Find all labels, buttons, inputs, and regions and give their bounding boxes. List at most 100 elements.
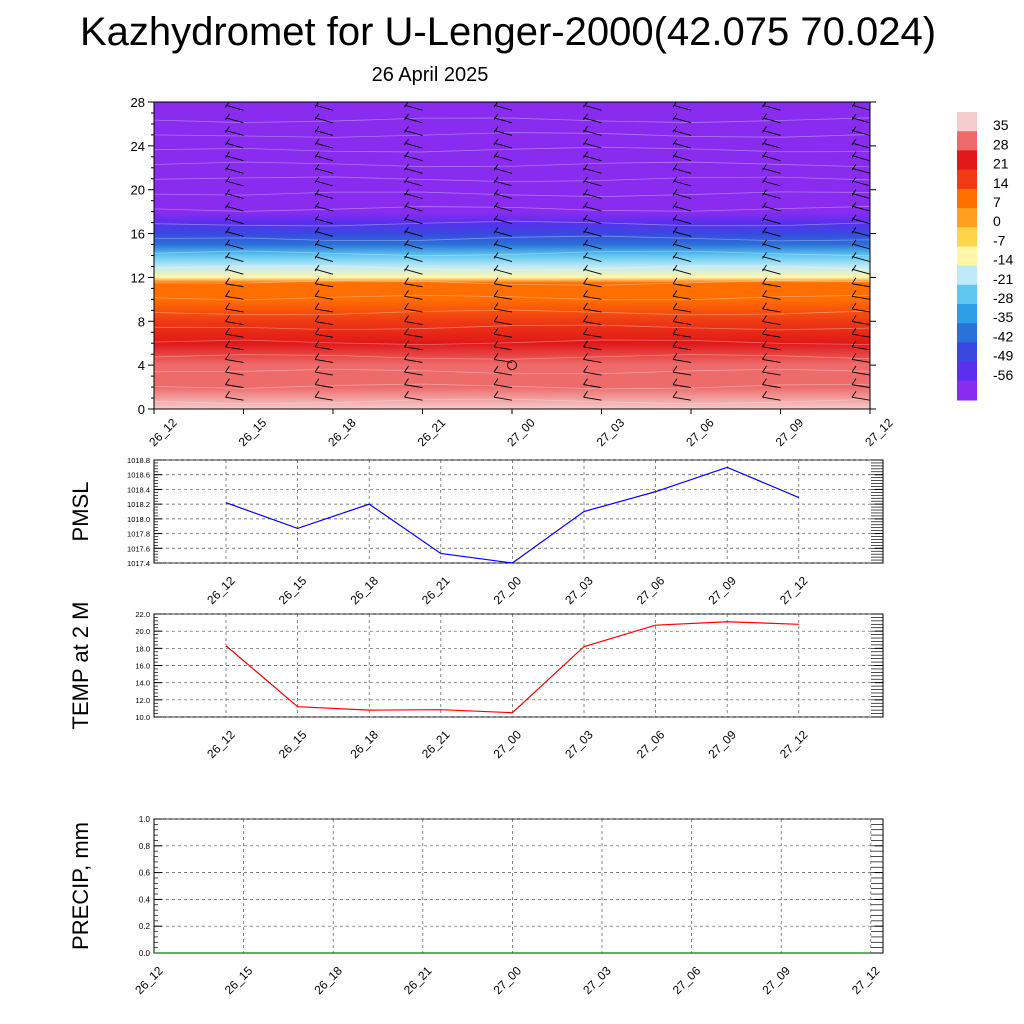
wind-barb xyxy=(851,193,870,199)
wind-barb xyxy=(404,243,423,250)
wind-barb-flag xyxy=(314,264,320,272)
x-tick-label: 27_12 xyxy=(862,415,896,449)
colorbar-label: 35 xyxy=(993,117,1009,133)
wind-barb-flag xyxy=(225,365,230,373)
y-tick-label: 0.6 xyxy=(139,869,151,878)
wind-barb xyxy=(583,256,602,262)
wind-barb-flag xyxy=(762,113,767,121)
wind-barb xyxy=(851,295,870,300)
wind-barb xyxy=(851,167,870,174)
wind-barb xyxy=(762,295,781,300)
wind-barb xyxy=(762,104,781,111)
wind-barb xyxy=(314,268,334,275)
wind-barb xyxy=(672,256,692,262)
wind-barb xyxy=(404,104,423,111)
wind-barb xyxy=(851,396,870,401)
wind-barb-flag xyxy=(672,164,678,171)
wind-barb-flag xyxy=(493,315,499,322)
wind-barb xyxy=(851,142,870,149)
contour-line xyxy=(154,146,870,153)
wind-barb-flag xyxy=(493,252,499,259)
y-tick-label: 10.0 xyxy=(135,713,150,722)
wind-barb xyxy=(851,205,870,212)
wind-barb-flag xyxy=(404,302,409,310)
wind-barb-flag xyxy=(493,151,499,158)
wind-barbs xyxy=(136,102,870,401)
contour-line xyxy=(154,368,870,375)
wind-barb xyxy=(314,117,334,124)
wind-barb xyxy=(493,180,513,187)
wind-barb xyxy=(225,333,244,338)
wind-barb-flag xyxy=(493,113,499,121)
wind-barb-flag xyxy=(762,151,767,158)
wind-barb xyxy=(583,283,602,288)
contour-line xyxy=(154,132,870,138)
contour-line xyxy=(154,206,870,212)
wind-barb xyxy=(225,268,244,275)
wind-barb xyxy=(762,180,781,187)
wind-barb xyxy=(583,193,602,199)
wind-barb xyxy=(314,295,334,300)
wind-barb-flag xyxy=(851,189,857,196)
wind-barb xyxy=(404,218,423,225)
colorbar-label: -49 xyxy=(993,348,1013,364)
wind-barb-flag xyxy=(851,264,857,272)
wind-barb xyxy=(493,283,513,288)
wind-barb-flag xyxy=(314,239,320,247)
x-tick-label: 26_15 xyxy=(236,415,270,449)
wind-barb-flag xyxy=(136,290,140,296)
wind-barb-flag xyxy=(493,378,499,385)
y-tick-label: 20 xyxy=(131,183,145,198)
wind-barb-flag xyxy=(314,390,320,398)
wind-barb-flag xyxy=(404,264,409,272)
contour-line xyxy=(154,235,870,242)
wind-barb xyxy=(314,155,334,162)
x-tick-label: 27_06 xyxy=(670,963,704,997)
wind-barb xyxy=(851,321,870,326)
wind-barb-flag xyxy=(314,189,320,196)
wind-barb-flag xyxy=(851,239,857,247)
wind-barb-flag xyxy=(136,164,140,170)
wind-barb xyxy=(851,180,870,187)
wind-barb xyxy=(851,130,870,136)
wind-barb xyxy=(493,371,513,376)
y-tick-label: 0.8 xyxy=(139,842,151,851)
wind-barb-flag xyxy=(583,302,588,310)
wind-barb-flag xyxy=(672,138,678,146)
wind-barb xyxy=(762,243,781,250)
colorbar-label: -14 xyxy=(993,252,1013,268)
wind-barb xyxy=(583,104,602,111)
wind-barb xyxy=(225,243,244,250)
wind-barb xyxy=(493,117,513,124)
wind-barb-flag xyxy=(314,201,320,209)
wind-barb xyxy=(672,268,692,275)
wind-barb-flag xyxy=(225,113,230,121)
wind-barb xyxy=(404,180,423,187)
wind-barb xyxy=(314,256,334,262)
wind-barb xyxy=(154,336,155,338)
wind-barb-flag xyxy=(136,379,140,385)
wind-barb xyxy=(762,256,781,262)
wind-barb-flag xyxy=(225,201,230,209)
wind-barb xyxy=(672,396,692,401)
wind-barb-flag xyxy=(493,264,499,272)
wind-barb-flag xyxy=(672,315,678,322)
wind-barb xyxy=(583,243,602,250)
y-tick-label: 16 xyxy=(131,227,145,242)
x-tick-label: 26_15 xyxy=(276,573,310,607)
wind-barb xyxy=(762,346,781,351)
wind-barb-flag xyxy=(493,227,499,234)
wind-barb-flag xyxy=(404,227,409,234)
wind-barb xyxy=(404,167,423,174)
wind-barb xyxy=(851,117,870,124)
wind-barb-flag xyxy=(314,277,320,284)
wind-barb xyxy=(314,358,334,363)
wind-barb-flag xyxy=(851,302,857,310)
wind-barb-flag xyxy=(583,176,588,184)
x-tick-label: 26_15 xyxy=(276,727,310,761)
x-tick-label: 27_00 xyxy=(491,573,525,607)
y-tick-label: 12.0 xyxy=(135,696,150,705)
wind-barb-flag xyxy=(583,365,588,373)
x-tick-label: 26_18 xyxy=(347,727,381,761)
wind-barb-flag xyxy=(314,353,320,360)
